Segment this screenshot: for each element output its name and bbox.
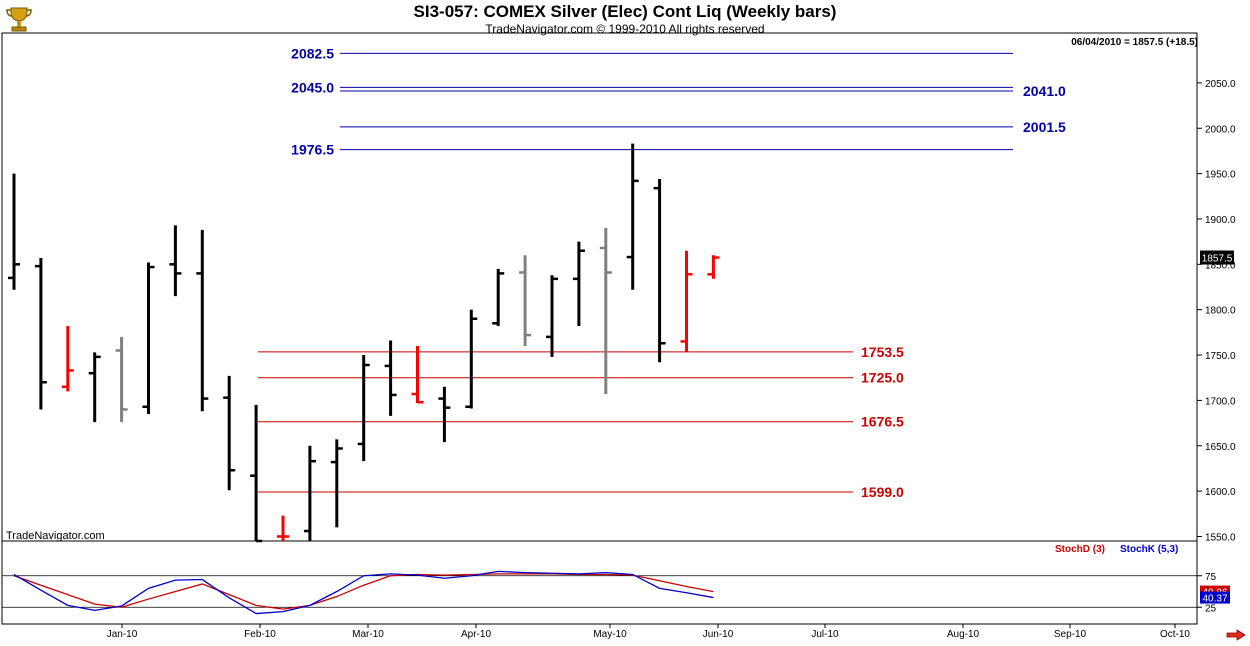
x-tick-label: Apr-10 (461, 629, 491, 640)
stoch-panel (1, 540, 1198, 625)
stoch-y-tick-label: 25 (1205, 603, 1217, 614)
stoch-series-line-0 (13, 573, 714, 610)
y-tick-label: 2000.0 (1205, 124, 1236, 135)
y-tick-label: 1850.0 (1205, 260, 1236, 271)
y-tick-label: 1900.0 (1205, 215, 1236, 226)
last-price-label: 1857.5 (1202, 254, 1233, 265)
stoch-series-line-1 (13, 570, 714, 615)
y-tick-label: 1800.0 (1205, 306, 1236, 317)
stoch-last-box-1 (1200, 591, 1230, 604)
x-tick-label: May-10 (593, 629, 627, 640)
y-tick-label: 1700.0 (1205, 396, 1236, 407)
x-tick-label: Jul-10 (811, 629, 839, 640)
last-price-info: 06/04/2010 = 1857.5 (+18.5) (1071, 37, 1198, 48)
x-tick-label: Jun-10 (703, 629, 734, 640)
y-tick-label: 2050.0 (1205, 79, 1236, 90)
chart-title: SI3-057: COMEX Silver (Elec) Cont Liq (W… (413, 2, 837, 21)
y-tick-label: 1650.0 (1205, 442, 1236, 453)
level-label-1676.5: 1676.5 (861, 414, 904, 430)
level-label-1599.0: 1599.0 (861, 484, 904, 500)
x-tick-label: Feb-10 (244, 629, 276, 640)
x-tick-label: Oct-10 (1160, 629, 1190, 640)
trophy-logo-icon (6, 4, 32, 34)
x-tick-label: Sep-10 (1054, 629, 1087, 640)
y-tick-label: 1750.0 (1205, 351, 1236, 362)
stoch-last-label-1: 40.37 (1202, 594, 1227, 605)
scroll-right-arrow-icon[interactable] (1226, 628, 1246, 646)
chart-subtitle: TradeNavigator.com © 1999-2010 All right… (485, 22, 765, 36)
legend-stochd[interactable]: StochD (3) (1055, 544, 1105, 555)
y-tick-label: 1600.0 (1205, 487, 1236, 498)
stoch-y-tick-label: 75 (1205, 572, 1217, 583)
last-price-box (1200, 250, 1234, 265)
y-tick-label: 1550.0 (1205, 532, 1236, 543)
level-label-1976.5: 1976.5 (291, 142, 334, 158)
level-label-1753.5: 1753.5 (861, 344, 904, 360)
x-tick-label: Mar-10 (352, 629, 384, 640)
level-label-2041.0: 2041.0 (1023, 83, 1066, 99)
price-panel (1, 32, 1198, 542)
y-tick-label: 1950.0 (1205, 170, 1236, 181)
x-tick-label: Jan-10 (107, 629, 138, 640)
legend-stochk[interactable]: StochK (5,3) (1120, 544, 1179, 555)
level-label-2001.5: 2001.5 (1023, 119, 1066, 135)
level-label-1725.0: 1725.0 (861, 370, 904, 386)
watermark-text: TradeNavigator.com (6, 530, 105, 542)
level-label-2082.5: 2082.5 (291, 45, 334, 61)
x-tick-label: Aug-10 (947, 629, 980, 640)
level-label-2045.0: 2045.0 (291, 79, 334, 95)
